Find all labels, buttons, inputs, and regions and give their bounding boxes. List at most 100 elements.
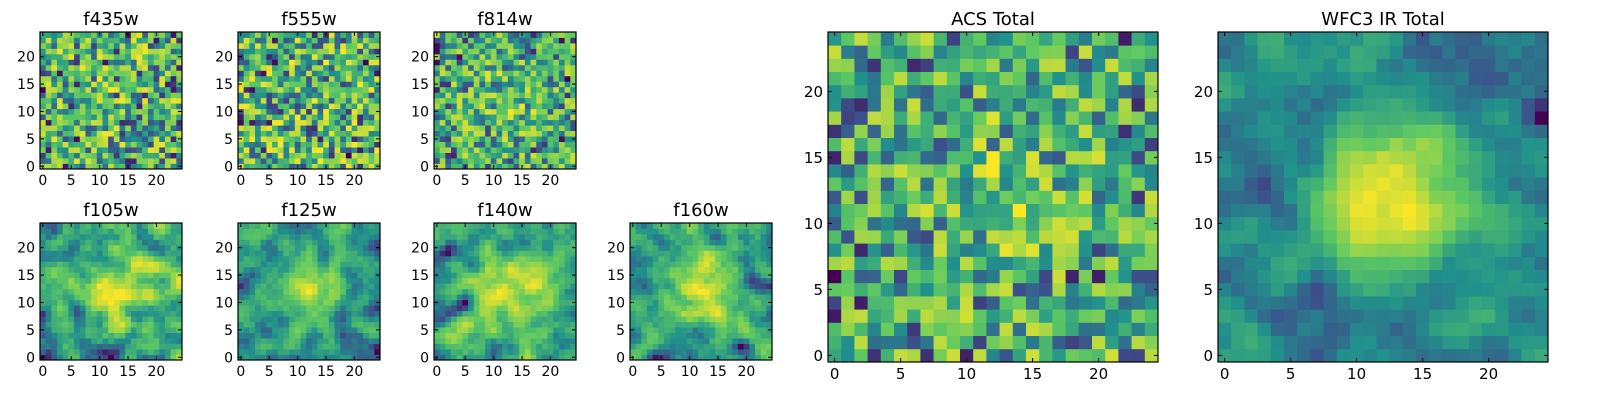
heatmap-cell [519,158,526,164]
heatmap-cell [125,299,132,306]
heatmap-cell [272,130,279,137]
heatmap-cell [159,48,166,55]
heatmap-cell [536,327,543,333]
heatmap-cell [1078,256,1093,270]
heatmap-cell [119,305,126,312]
heatmap-cell [159,239,166,246]
heatmap-cell [142,108,149,115]
heatmap-cell [323,283,330,290]
heatmap-cell [570,97,577,104]
heatmap-cell [490,343,497,350]
heatmap-cell [306,119,313,126]
heatmap-cell [507,59,514,66]
heatmap-cell [737,255,744,262]
heatmap-cell [130,97,137,104]
heatmap-cell [79,233,86,240]
heatmap-cell [547,59,554,66]
heatmap-cell [732,332,739,339]
heatmap-cell [317,299,324,306]
heatmap-cell [760,283,767,290]
axes-frame [433,222,577,361]
heatmap-cell [340,332,347,339]
heatmap-cell [564,343,571,350]
heatmap-cell [147,130,154,137]
heatmap-cell [147,288,154,295]
heatmap-cell [68,86,75,93]
heatmap-cell [289,228,296,235]
heatmap-cell [68,92,75,99]
heatmap-cell [40,294,47,301]
heatmap-cell [102,305,109,312]
heatmap-cell [553,152,560,159]
heatmap-cell [737,310,744,317]
heatmap-cell [51,53,58,60]
heatmap-cell [439,163,446,170]
heatmap-cell [40,37,47,44]
heatmap-cell [513,32,520,38]
heatmap-cell [334,70,341,77]
heatmap-cell [368,354,375,361]
heatmap-cell [536,266,543,273]
heatmap-cell [652,299,659,306]
heatmap-cell [536,141,543,148]
heatmap-cell [74,321,81,328]
heatmap-cell [973,243,987,257]
heatmap-cell [894,309,908,323]
heatmap-cell [45,158,52,164]
heatmap-cell [243,119,250,126]
heatmap-cell [323,136,330,142]
heatmap-cell [125,239,132,246]
heatmap-cell [289,59,296,66]
heatmap-cell [74,130,81,137]
heatmap-cell [496,294,503,301]
heatmap-cell [647,283,654,290]
heatmap-cell [507,343,514,350]
heatmap-cell [249,81,256,88]
heatmap-cell [45,228,52,235]
heatmap-cell [513,233,520,240]
heatmap-cell [564,70,571,77]
x-tick-label: 5 [265,173,274,189]
heatmap-cell [96,239,103,246]
heatmap-cell [490,239,497,246]
heatmap-cell [507,42,514,49]
heatmap-cell [664,305,671,312]
heatmap-cell [720,354,727,361]
heatmap-cell [136,354,143,361]
heatmap-cell [907,335,921,350]
heatmap-cell [102,283,109,290]
heatmap-cell [294,288,301,295]
heatmap-cell [973,203,987,218]
heatmap-cell [255,321,262,328]
heatmap-cell [136,141,143,148]
heatmap-cell [894,243,908,257]
heatmap-cell [130,327,137,333]
heatmap-cell [445,48,452,55]
heatmap-cell [40,261,47,268]
heatmap-cell [451,327,458,333]
heatmap-cell [91,53,98,60]
heatmap-cell [91,305,98,312]
heatmap-cell [147,261,154,268]
heatmap-cell [357,59,364,66]
heatmap-cell [1092,216,1106,231]
heatmap-cell [524,37,531,44]
heatmap-cell [345,266,352,273]
heatmap-cell [113,255,120,262]
heatmap-cell [130,310,137,317]
heatmap-cell [456,266,463,273]
heatmap-cell [91,294,98,301]
heatmap-cell [243,233,250,240]
heatmap-cell [345,64,352,71]
heatmap-cell [635,223,642,229]
heatmap-cell [345,255,352,262]
heatmap-cell [340,277,347,284]
heatmap-cell [96,70,103,77]
heatmap-cell [147,114,154,121]
heatmap-cell [255,119,262,126]
heatmap-cell [57,338,64,344]
heatmap-cell [720,332,727,339]
heatmap-cell [473,136,480,142]
heatmap-cell [439,119,446,126]
